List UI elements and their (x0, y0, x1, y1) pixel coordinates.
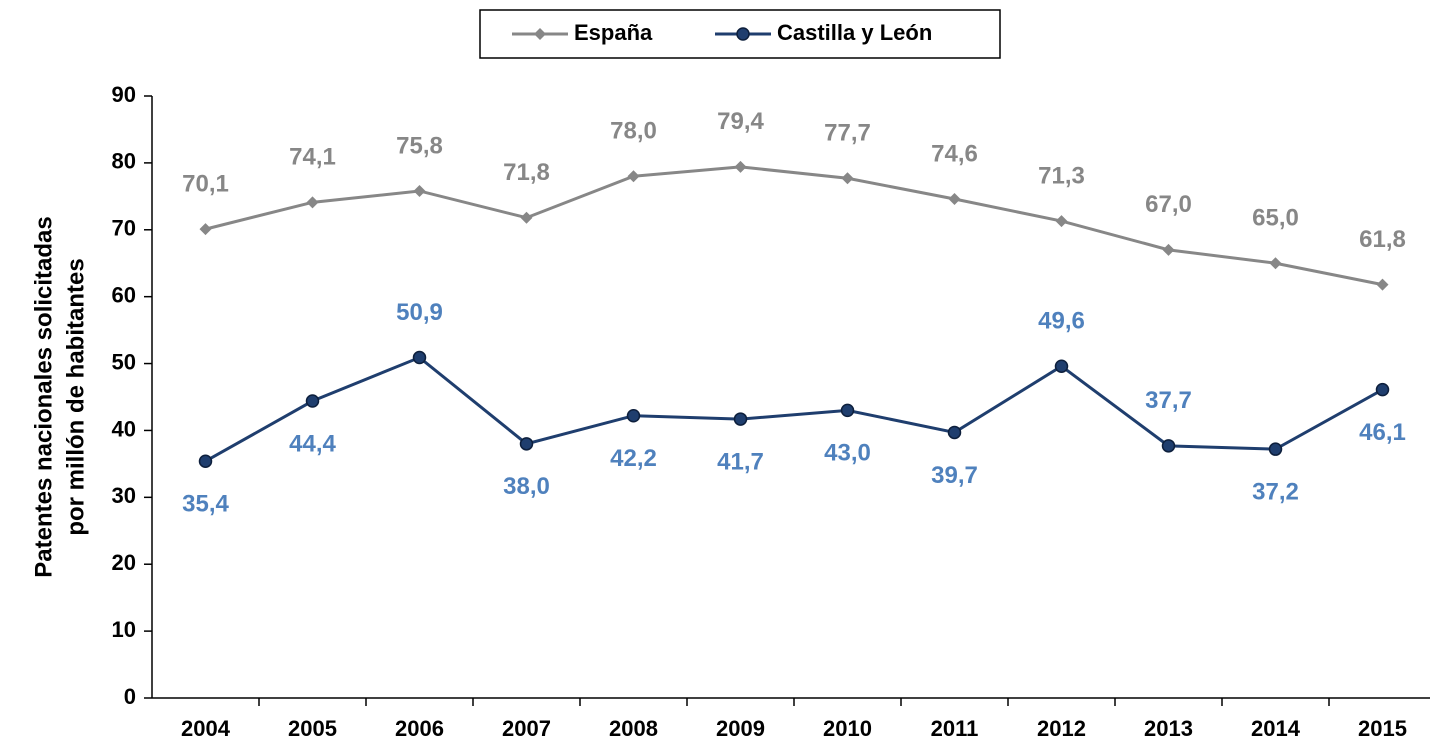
point (1055, 215, 1068, 228)
legend-marker (736, 27, 750, 41)
value-label: 37,7 (1145, 387, 1192, 414)
y-tick-label: 80 (112, 149, 136, 174)
point (840, 403, 855, 418)
x-tick-label: 2014 (1251, 716, 1301, 741)
y-tick-label: 30 (112, 483, 136, 508)
x-tick-label: 2015 (1358, 716, 1407, 741)
x-tick-label: 2004 (181, 716, 231, 741)
point (1054, 359, 1069, 373)
value-label: 49,6 (1038, 308, 1085, 335)
series-line (205, 165, 1383, 287)
value-label: 67,0 (1145, 191, 1192, 218)
legend-label: España (574, 20, 653, 45)
y-tick-label: 70 (112, 216, 136, 241)
point (199, 223, 212, 236)
point (412, 350, 427, 365)
value-label: 41,7 (717, 448, 764, 475)
value-label: 74,6 (931, 140, 978, 167)
point (198, 454, 213, 468)
x-tick-label: 2007 (502, 716, 551, 741)
x-tick-label: 2012 (1037, 716, 1086, 741)
point (1269, 257, 1282, 270)
y-axis-title-line: Patentes nacionales solicitadas (30, 216, 57, 578)
x-tick-label: 2011 (931, 716, 979, 741)
point (734, 160, 747, 173)
point (948, 193, 961, 206)
y-tick-label: 40 (112, 416, 136, 441)
point (1376, 278, 1389, 291)
point (519, 437, 534, 451)
value-label: 61,8 (1359, 226, 1406, 253)
y-tick-label: 90 (112, 82, 136, 107)
y-tick-label: 10 (112, 617, 136, 642)
legend-label: Castilla y León (777, 20, 932, 45)
point (1162, 243, 1175, 256)
y-tick-label: 0 (124, 684, 136, 709)
point (305, 394, 320, 408)
x-tick-label: 2010 (823, 716, 872, 741)
x-tick-label: 2008 (609, 716, 658, 741)
value-label: 79,4 (717, 108, 764, 135)
y-axis-title-line: por millón de habitantes (62, 258, 89, 535)
point (947, 425, 962, 440)
y-tick-label: 60 (112, 282, 136, 307)
series-line (204, 355, 1384, 463)
value-label: 44,4 (289, 430, 336, 457)
value-label: 71,3 (1038, 162, 1085, 189)
x-tick-label: 2005 (288, 716, 337, 741)
x-tick-label: 2006 (395, 716, 444, 741)
point (520, 211, 533, 224)
point (841, 172, 854, 185)
y-tick-label: 50 (112, 349, 136, 374)
value-label: 65,0 (1252, 205, 1299, 232)
point (413, 184, 426, 197)
y-axis-title: Patentes nacionales solicitadas por mill… (30, 216, 89, 578)
value-label: 75,8 (396, 132, 443, 159)
legend-marker (534, 28, 546, 40)
x-tick-label: 2009 (716, 716, 765, 741)
point (1268, 442, 1283, 456)
value-label: 46,1 (1359, 419, 1406, 446)
value-label: 39,7 (931, 462, 978, 489)
value-label: 71,8 (503, 159, 550, 186)
point (306, 196, 319, 209)
value-label: 35,4 (182, 491, 229, 518)
point (733, 412, 748, 426)
value-label: 38,0 (503, 473, 550, 500)
value-label: 70,1 (182, 170, 229, 197)
point (1161, 439, 1176, 453)
value-label: 74,1 (289, 144, 336, 171)
value-label: 43,0 (824, 440, 871, 467)
y-tick-label: 20 (112, 550, 136, 575)
point (627, 170, 640, 183)
value-label: 78,0 (610, 118, 657, 145)
value-label: 42,2 (610, 445, 657, 472)
value-label: 50,9 (396, 299, 443, 326)
x-tick-label: 2013 (1144, 716, 1193, 741)
value-label: 77,7 (824, 120, 871, 147)
value-label: 37,2 (1252, 479, 1299, 506)
point (1375, 382, 1390, 397)
point (626, 408, 641, 423)
